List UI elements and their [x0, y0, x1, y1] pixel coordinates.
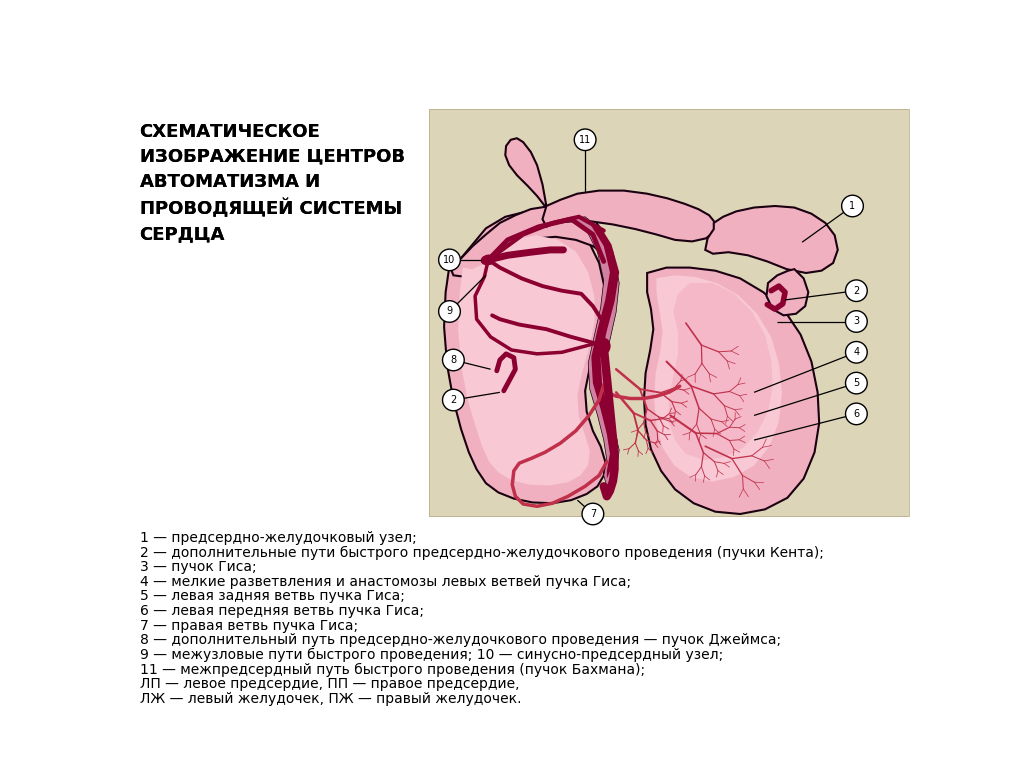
Text: 2: 2	[853, 285, 859, 296]
Text: 8: 8	[450, 355, 456, 365]
Circle shape	[846, 311, 868, 332]
Text: 6 — левая передняя ветвь пучка Гиса;: 6 — левая передняя ветвь пучка Гиса;	[139, 604, 424, 618]
Circle shape	[439, 301, 460, 322]
Polygon shape	[591, 225, 619, 479]
Bar	[429, 109, 909, 515]
Text: 1: 1	[849, 201, 855, 211]
Text: ЛЖ — левый желудочек, ПЖ — правый желудочек.: ЛЖ — левый желудочек, ПЖ — правый желудо…	[139, 692, 521, 706]
Circle shape	[842, 196, 863, 217]
Text: 11 — межпредсердный путь быстрого проведения (пучок Бахмана);: 11 — межпредсердный путь быстрого провед…	[139, 663, 644, 676]
Circle shape	[582, 503, 604, 525]
Text: 8 — дополнительный путь предсердно-желудочкового проведения — пучок Джеймса;: 8 — дополнительный путь предсердно-желуд…	[139, 634, 781, 647]
Circle shape	[443, 390, 464, 411]
Polygon shape	[542, 191, 715, 242]
Polygon shape	[505, 138, 546, 206]
Polygon shape	[654, 275, 782, 482]
Text: 9 — межузловые пути быстрого проведения; 10 — синусно-предсердный узел;: 9 — межузловые пути быстрого проведения;…	[139, 648, 723, 662]
Polygon shape	[449, 206, 604, 277]
Text: 10: 10	[443, 255, 455, 265]
Circle shape	[846, 280, 868, 301]
Circle shape	[439, 249, 460, 271]
Polygon shape	[458, 235, 594, 486]
Text: ЛП — левое предсердие, ПП — правое предсердие,: ЛП — левое предсердие, ПП — правое предс…	[139, 677, 519, 691]
Text: 3: 3	[853, 317, 859, 327]
Text: 6: 6	[853, 409, 859, 419]
Circle shape	[846, 372, 868, 394]
Text: СХЕМАТИЧЕСКОЕ
ИЗОБРАЖЕНИЕ ЦЕНТРОВ
АВТОМАТИЗМА И
ПРОВОДЯЩЕЙ СИСТЕМЫ
СЕРДЦА: СХЕМАТИЧЕСКОЕ ИЗОБРАЖЕНИЕ ЦЕНТРОВ АВТОМА…	[139, 123, 404, 242]
Text: 1 — предсердно-желудочковый узел;: 1 — предсердно-желудочковый узел;	[139, 531, 416, 545]
Text: 3 — пучок Гиса;: 3 — пучок Гиса;	[139, 560, 256, 574]
Circle shape	[846, 403, 868, 425]
Polygon shape	[705, 206, 838, 273]
Bar	[429, 109, 907, 515]
Text: 4: 4	[853, 347, 859, 357]
Text: 7: 7	[589, 509, 596, 519]
Circle shape	[846, 341, 868, 363]
Text: 7 — правая ветвь пучка Гиса;: 7 — правая ветвь пучка Гиса;	[139, 619, 358, 633]
Polygon shape	[644, 268, 819, 514]
Circle shape	[443, 349, 464, 370]
Text: 11: 11	[579, 135, 591, 145]
Ellipse shape	[482, 255, 495, 265]
Polygon shape	[573, 217, 619, 486]
Polygon shape	[444, 212, 606, 503]
Text: 5: 5	[853, 378, 859, 388]
Circle shape	[574, 129, 596, 150]
Text: 2 — дополнительные пути быстрого предсердно-желудочкового проведения (пучки Кент: 2 — дополнительные пути быстрого предсер…	[139, 545, 824, 560]
Polygon shape	[669, 283, 772, 460]
Text: 5 — левая задняя ветвь пучка Гиса;: 5 — левая задняя ветвь пучка Гиса;	[139, 590, 404, 604]
Polygon shape	[766, 269, 808, 315]
Text: 9: 9	[446, 307, 452, 317]
Ellipse shape	[597, 338, 610, 354]
Text: 2: 2	[450, 395, 456, 405]
Text: СХЕМАТИЧЕСКОЕ
ИЗОБРАЖЕНИЕ ЦЕНТРОВ
АВТОМАТИЗМА И
ПРОВОДЯЩЕЙ СИСТЕМЫ
СЕРДЦА: СХЕМАТИЧЕСКОЕ ИЗОБРАЖЕНИЕ ЦЕНТРОВ АВТОМА…	[139, 123, 404, 242]
Text: 4 — мелкие разветвления и анастомозы левых ветвей пучка Гиса;: 4 — мелкие разветвления и анастомозы лев…	[139, 574, 630, 589]
